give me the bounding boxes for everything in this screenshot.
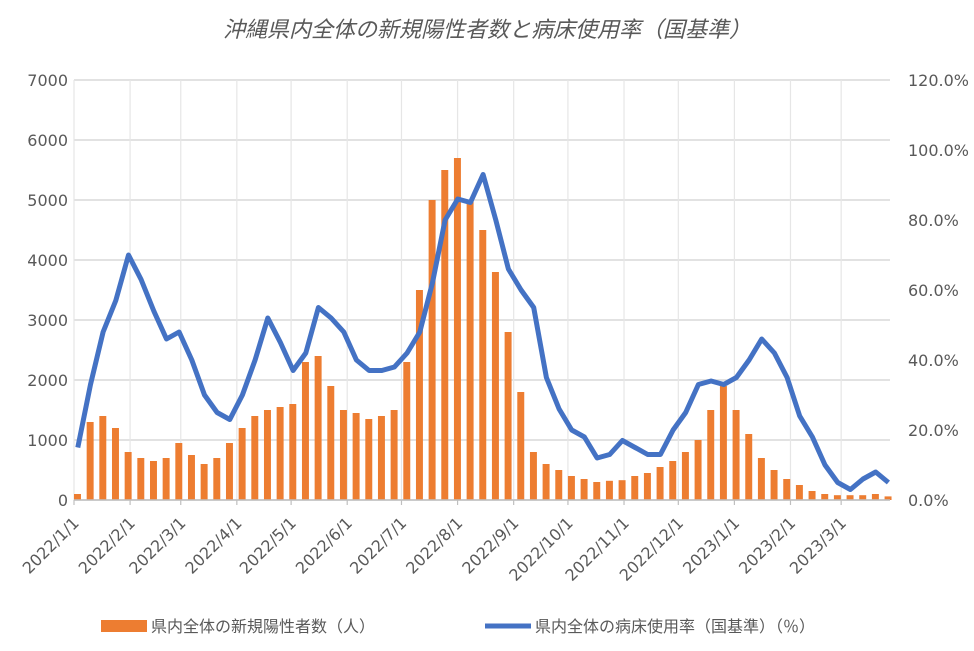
- x-axis: 2022/1/12022/2/12022/3/12022/4/12022/5/1…: [19, 500, 890, 585]
- bar-new-cases: [771, 470, 778, 500]
- x-tick-label: 2022/8/1: [402, 513, 466, 577]
- bar-new-cases: [555, 470, 562, 500]
- bar-new-cases: [606, 481, 613, 500]
- bar-new-cases: [302, 362, 309, 500]
- bar-new-cases: [125, 452, 132, 500]
- bar-new-cases: [707, 410, 714, 500]
- bar-new-cases: [682, 452, 689, 500]
- bar-new-cases: [644, 473, 651, 500]
- bar-new-cases: [581, 479, 588, 500]
- y-left-tick-label: 2000: [27, 371, 68, 390]
- bar-new-cases: [150, 461, 157, 500]
- bar-new-cases: [568, 476, 575, 500]
- bar-new-cases: [505, 332, 512, 500]
- bar-new-cases: [378, 416, 385, 500]
- y-right-tick-label: 100.0%: [908, 141, 969, 160]
- bar-new-cases: [454, 158, 461, 500]
- bar-new-cases: [353, 413, 360, 500]
- bar-new-cases: [188, 455, 195, 500]
- y-right-tick-label: 0.0%: [908, 491, 949, 510]
- bar-new-cases: [492, 272, 499, 500]
- x-tick-label: 2022/4/1: [181, 513, 245, 577]
- bar-new-cases: [872, 494, 879, 500]
- bar-new-cases: [226, 443, 233, 500]
- bar-new-cases: [264, 410, 271, 500]
- bar-new-cases: [429, 200, 436, 500]
- y-right-tick-label: 40.0%: [908, 351, 959, 370]
- bar-new-cases: [695, 440, 702, 500]
- bar-new-cases: [733, 410, 740, 500]
- bar-new-cases: [201, 464, 208, 500]
- bar-new-cases: [530, 452, 537, 500]
- bar-new-cases: [593, 482, 600, 500]
- bar-new-cases: [657, 467, 664, 500]
- x-tick-label: 2022/1/1: [19, 513, 83, 577]
- bar-new-cases: [175, 443, 182, 500]
- y-right-tick-label: 80.0%: [908, 211, 959, 230]
- bar-new-cases: [821, 494, 828, 500]
- bar-new-cases: [467, 200, 474, 500]
- x-tick-label: 2023/1/1: [679, 513, 743, 577]
- x-tick-label: 2022/6/1: [292, 513, 356, 577]
- bar-new-cases: [251, 416, 258, 500]
- bar-series-new-cases: [74, 158, 892, 500]
- bar-new-cases: [99, 416, 106, 500]
- bar-new-cases: [403, 362, 410, 500]
- bar-new-cases: [720, 386, 727, 500]
- bar-new-cases: [289, 404, 296, 500]
- bar-new-cases: [745, 434, 752, 500]
- bar-new-cases: [669, 461, 676, 500]
- bar-new-cases: [619, 480, 626, 500]
- bar-new-cases: [213, 458, 220, 500]
- bar-new-cases: [137, 458, 144, 500]
- y-axis-left: 0 1000 2000 3000 4000 5000 6000 7000: [27, 71, 68, 510]
- legend-label-bed-usage: 県内全体の病床使用率（国基準）（％）: [535, 617, 815, 636]
- chart-title: 沖縄県内全体の新規陽性者数と病床使用率（国基準）: [223, 18, 751, 43]
- y-left-tick-label: 0: [58, 491, 68, 510]
- y-left-tick-label: 7000: [27, 71, 68, 90]
- bar-new-cases: [783, 479, 790, 500]
- bar-new-cases: [391, 410, 398, 500]
- bar-new-cases: [315, 356, 322, 500]
- x-tick-label: 2022/7/1: [346, 513, 410, 577]
- y-right-tick-label: 120.0%: [908, 71, 969, 90]
- bar-new-cases: [340, 410, 347, 500]
- y-right-tick-label: 60.0%: [908, 281, 959, 300]
- bar-new-cases: [239, 428, 246, 500]
- bar-new-cases: [277, 407, 284, 500]
- legend-swatch-new-cases: [101, 620, 147, 632]
- bar-new-cases: [74, 494, 81, 500]
- y-left-tick-label: 1000: [27, 431, 68, 450]
- y-left-tick-label: 3000: [27, 311, 68, 330]
- bar-new-cases: [543, 464, 550, 500]
- y-axis-right: 0.0% 20.0% 40.0% 60.0% 80.0% 100.0% 120.0%: [908, 71, 969, 510]
- legend: 県内全体の新規陽性者数（人） 県内全体の病床使用率（国基準）（％）: [101, 617, 815, 636]
- bar-new-cases: [809, 491, 816, 500]
- y-left-tick-label: 6000: [27, 131, 68, 150]
- y-left-tick-label: 5000: [27, 191, 68, 210]
- legend-label-new-cases: 県内全体の新規陽性者数（人）: [151, 617, 375, 636]
- bar-new-cases: [87, 422, 94, 500]
- y-right-tick-label: 20.0%: [908, 421, 959, 440]
- bar-new-cases: [479, 230, 486, 500]
- bar-new-cases: [517, 392, 524, 500]
- bar-new-cases: [163, 458, 170, 500]
- bar-new-cases: [631, 476, 638, 500]
- bar-new-cases: [112, 428, 119, 500]
- bar-new-cases: [327, 386, 334, 500]
- bar-new-cases: [365, 419, 372, 500]
- bar-new-cases: [796, 485, 803, 500]
- x-tick-label: 2022/5/1: [236, 513, 300, 577]
- bar-new-cases: [758, 458, 765, 500]
- y-left-tick-label: 4000: [27, 251, 68, 270]
